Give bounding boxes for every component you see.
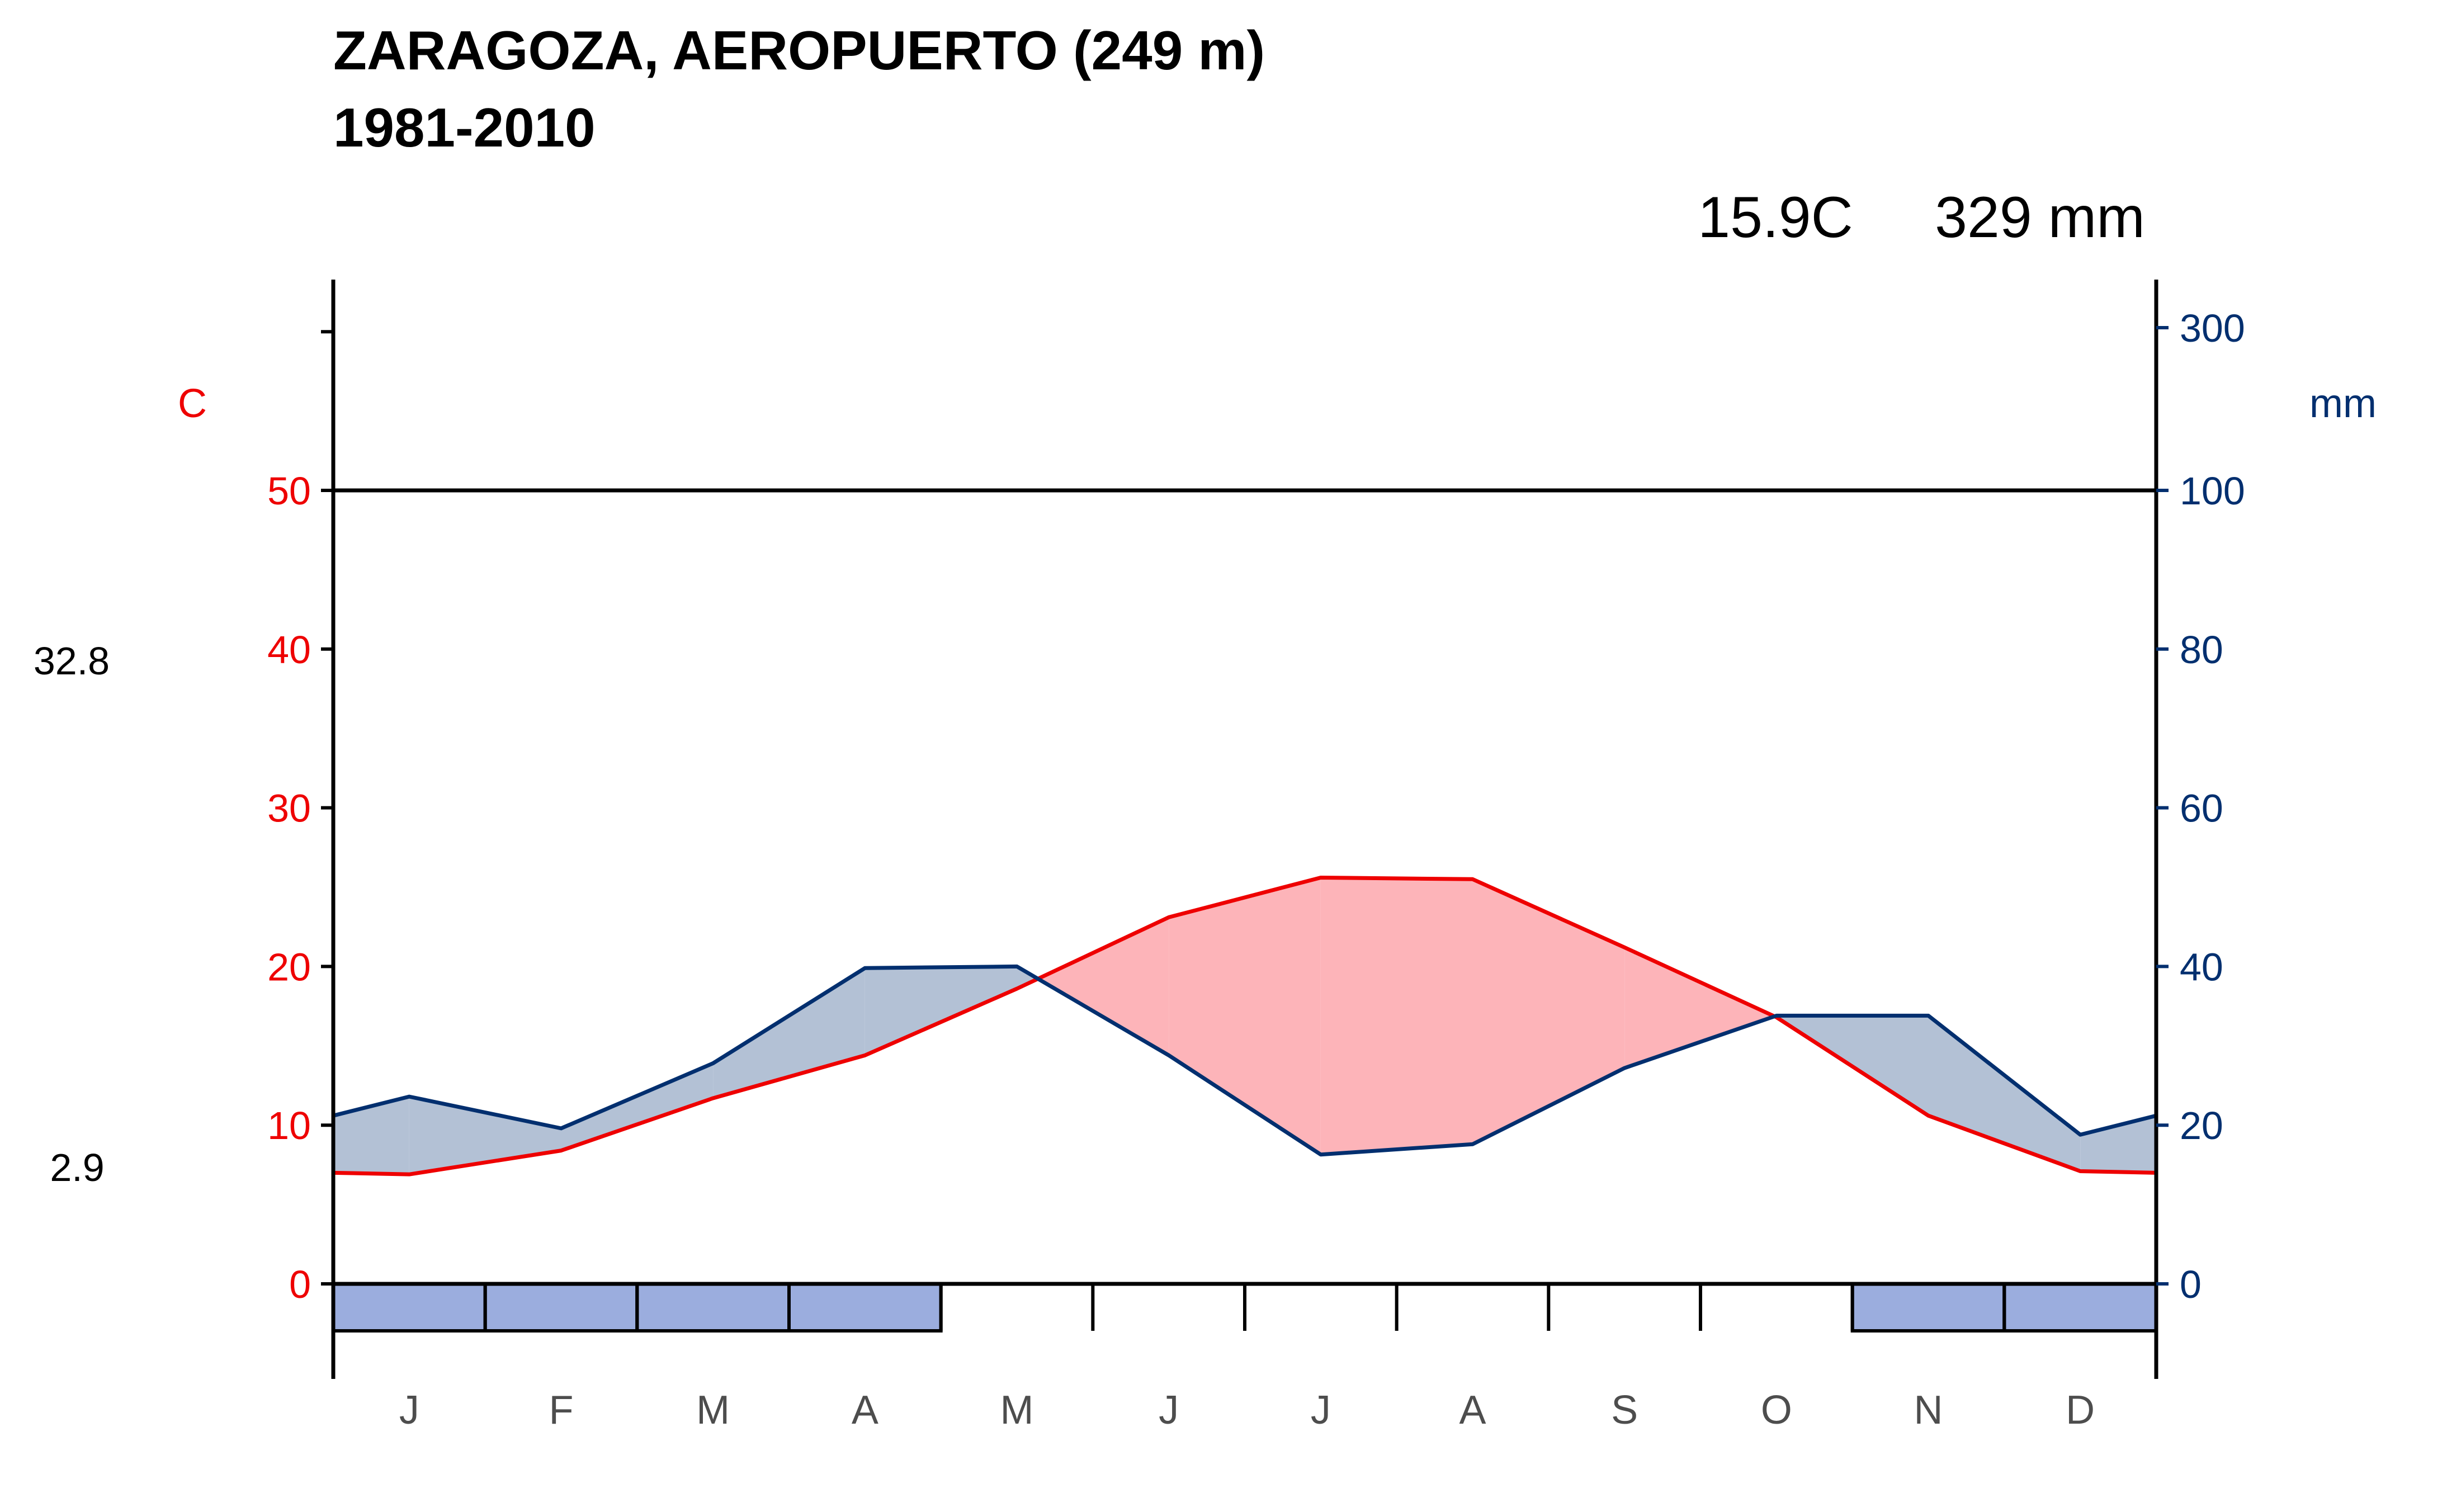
month-label: A bbox=[852, 1388, 878, 1433]
annual-precipitation: 329 mm bbox=[1935, 185, 2145, 250]
side-value-upper: 32.8 bbox=[34, 639, 110, 683]
precipitation-tick-label: 40 bbox=[2180, 945, 2223, 989]
temperature-tick-label: 30 bbox=[267, 787, 311, 830]
area-segment bbox=[333, 1097, 409, 1175]
precipitation-unit-label: mm bbox=[2309, 381, 2377, 426]
series-lines bbox=[333, 875, 2157, 1176]
area-segment bbox=[561, 1063, 714, 1151]
month-label: J bbox=[1159, 1388, 1179, 1433]
annual-mean-temperature: 15.9C bbox=[1698, 185, 1853, 250]
area-segment bbox=[1017, 966, 1038, 989]
chart-title: ZARAGOZA, AEROPUERTO (249 m) bbox=[333, 20, 1265, 81]
month-label: O bbox=[1761, 1388, 1792, 1433]
temperature-line bbox=[333, 875, 2157, 1176]
temperature-tick-label: 0 bbox=[289, 1263, 311, 1306]
area-segment bbox=[1320, 877, 1473, 1155]
area-segment bbox=[1928, 1015, 2081, 1171]
precipitation-line bbox=[333, 964, 2157, 1157]
precipitation-tick-label: 300 bbox=[2180, 306, 2245, 350]
month-label: M bbox=[696, 1388, 730, 1433]
frost-month-box bbox=[635, 1282, 791, 1333]
area-segment bbox=[1038, 917, 1169, 1056]
chart-subtitle: 1981-2010 bbox=[333, 97, 596, 158]
month-label: A bbox=[1459, 1388, 1486, 1433]
frost-month-box bbox=[1850, 1282, 2006, 1333]
temperature-tick-label: 20 bbox=[267, 945, 311, 989]
frost-month-box bbox=[332, 1282, 487, 1333]
area-segment bbox=[1169, 877, 1321, 1155]
fill-layer bbox=[333, 877, 2156, 1175]
precipitation-tick-label: 0 bbox=[2180, 1263, 2202, 1306]
month-label: J bbox=[399, 1388, 419, 1433]
month-label: F bbox=[549, 1388, 574, 1433]
axes bbox=[321, 280, 2169, 1379]
temperature-tick-label: 40 bbox=[267, 628, 311, 672]
precipitation-tick-label: 80 bbox=[2180, 628, 2223, 672]
temperature-tick-label: 50 bbox=[267, 469, 311, 513]
precipitation-tick-label: 20 bbox=[2180, 1104, 2223, 1147]
side-value-lower: 2.9 bbox=[50, 1146, 104, 1189]
temperature-unit-label: C bbox=[178, 381, 207, 426]
area-segment bbox=[865, 966, 1017, 1056]
precipitation-tick-label: 60 bbox=[2180, 787, 2223, 830]
month-label: J bbox=[1311, 1388, 1331, 1433]
temperature-tick-label: 10 bbox=[267, 1104, 311, 1147]
precipitation-tick-label: 100 bbox=[2180, 469, 2245, 513]
frost-month-box bbox=[483, 1282, 639, 1333]
frost-month-box bbox=[787, 1282, 943, 1333]
month-label: S bbox=[1611, 1388, 1638, 1433]
area-segment bbox=[2080, 1116, 2156, 1173]
area-segment bbox=[1624, 947, 1775, 1069]
frost-month-box bbox=[2002, 1282, 2158, 1333]
month-label: D bbox=[2066, 1388, 2095, 1433]
month-label: M bbox=[1000, 1388, 1034, 1433]
month-label: N bbox=[1914, 1388, 1943, 1433]
area-segment bbox=[1472, 879, 1625, 1145]
axis-labels: 0 10 20 30 40 50 0 20 40 60 80 100 300 J F M A M J J A S O N D bbox=[267, 306, 2245, 1433]
